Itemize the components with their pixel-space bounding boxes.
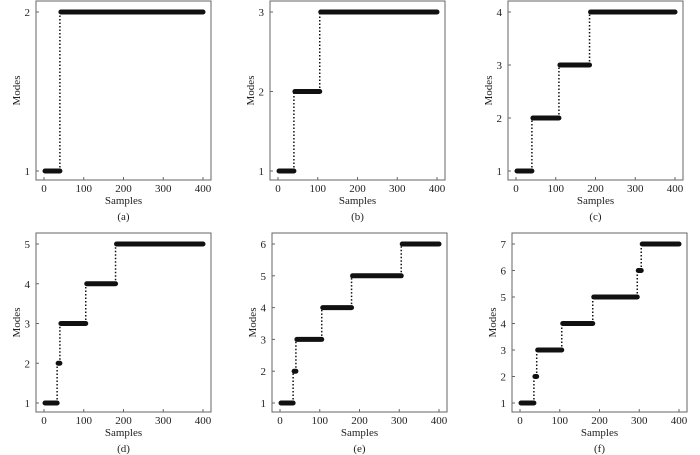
y-tick-label: 5 xyxy=(25,239,31,251)
x-tick-label: 400 xyxy=(195,183,212,195)
subplot-c: 0 100 200 300 400 1 2 3 4 Samples Modes (c) xyxy=(483,0,684,223)
x-axis-label: Samples xyxy=(581,427,618,439)
y-tick-label: 2 xyxy=(259,87,265,99)
x-tick-label: 100 xyxy=(76,183,93,195)
y-tick-label: 4 xyxy=(261,303,267,315)
panel-label: (d) xyxy=(117,443,130,455)
x-axis-label: Samples xyxy=(577,195,614,207)
y-tick-label: 2 xyxy=(497,113,503,125)
x-tick-label: 200 xyxy=(349,183,366,195)
y-tick-label: 1 xyxy=(25,166,31,178)
y-tick-label: 6 xyxy=(261,239,267,251)
x-tick-label: 200 xyxy=(115,183,132,195)
x-tick-label: 100 xyxy=(76,415,93,427)
y-axis-label: Modes xyxy=(11,76,23,106)
y-tick-label: 3 xyxy=(497,60,503,72)
x-axis-label: Samples xyxy=(339,195,376,207)
x-tick-label: 300 xyxy=(627,183,644,195)
x-tick-label: 100 xyxy=(552,415,569,427)
subplot-a: 0 100 200 300 400 1 2 Samples Modes (a) xyxy=(11,0,212,223)
x-tick-label: 200 xyxy=(351,415,368,427)
x-tick-label: 100 xyxy=(310,183,327,195)
panel-label: (f) xyxy=(594,443,605,455)
y-axis-label: Modes xyxy=(245,76,257,106)
axes-frame xyxy=(35,0,212,181)
x-tick-label: 300 xyxy=(391,415,408,427)
y-tick-label: 2 xyxy=(501,372,507,384)
y-tick-label: 3 xyxy=(501,345,507,357)
x-tick-label: 100 xyxy=(312,415,329,427)
y-tick-label: 1 xyxy=(25,398,31,410)
subplot-b: 0 100 200 300 400 1 2 3 Samples Modes (b) xyxy=(245,0,446,223)
x-axis-label: Samples xyxy=(105,427,142,439)
x-tick-label: 400 xyxy=(671,415,688,427)
axes-frame xyxy=(507,0,684,181)
y-tick-label: 3 xyxy=(261,334,267,346)
axes-frame xyxy=(271,232,448,413)
y-tick-label: 1 xyxy=(497,166,503,178)
axes-frame xyxy=(511,232,688,413)
subplot-f: 0 100 200 300 400 1 2 3 4 5 6 7 Samples Modes (f) xyxy=(487,232,688,455)
subplot-d: 0 100 200 300 400 1 2 3 4 5 Samples Modes (d) xyxy=(11,232,212,455)
x-tick-label: 400 xyxy=(431,415,448,427)
x-axis-label: Samples xyxy=(105,195,142,207)
x-tick-label: 0 xyxy=(513,183,519,195)
x-tick-label: 300 xyxy=(389,183,406,195)
x-axis-label: Samples xyxy=(341,427,378,439)
y-tick-label: 3 xyxy=(259,7,265,19)
x-tick-label: 300 xyxy=(631,415,648,427)
y-tick-label: 2 xyxy=(25,7,31,19)
y-tick-label: 4 xyxy=(497,7,503,19)
y-axis-label: Modes xyxy=(487,308,499,338)
y-tick-label: 6 xyxy=(501,266,507,278)
y-tick-label: 3 xyxy=(25,319,31,331)
x-tick-label: 0 xyxy=(41,183,47,195)
x-tick-label: 400 xyxy=(429,183,446,195)
y-axis-label: Modes xyxy=(11,308,23,338)
y-tick-label: 1 xyxy=(501,398,507,410)
y-tick-label: 2 xyxy=(25,358,31,370)
panel-label: (b) xyxy=(351,211,364,223)
x-tick-label: 0 xyxy=(41,415,47,427)
panel-label: (a) xyxy=(117,211,130,223)
x-tick-label: 200 xyxy=(115,415,132,427)
y-tick-label: 1 xyxy=(259,166,265,178)
x-tick-label: 200 xyxy=(591,415,608,427)
y-tick-label: 4 xyxy=(25,279,31,291)
y-tick-label: 5 xyxy=(501,292,507,304)
y-tick-label: 5 xyxy=(261,271,267,283)
x-tick-label: 0 xyxy=(517,415,523,427)
x-tick-label: 0 xyxy=(277,415,283,427)
y-tick-label: 4 xyxy=(501,319,507,331)
y-tick-label: 1 xyxy=(261,398,267,410)
subplot-e: 0 100 200 300 400 1 2 3 4 5 6 Samples Modes (e) xyxy=(247,232,448,455)
x-tick-label: 300 xyxy=(155,183,172,195)
x-tick-label: 400 xyxy=(667,183,684,195)
panel-label: (c) xyxy=(589,211,602,223)
x-tick-label: 200 xyxy=(587,183,604,195)
y-tick-label: 2 xyxy=(261,366,267,378)
y-axis-label: Modes xyxy=(483,76,495,106)
y-axis-label: Modes xyxy=(247,308,259,338)
x-tick-label: 100 xyxy=(548,183,565,195)
x-tick-label: 400 xyxy=(195,415,212,427)
y-tick-label: 7 xyxy=(501,239,507,251)
x-tick-label: 0 xyxy=(275,183,281,195)
panel-label: (e) xyxy=(353,443,366,455)
x-tick-label: 300 xyxy=(155,415,172,427)
